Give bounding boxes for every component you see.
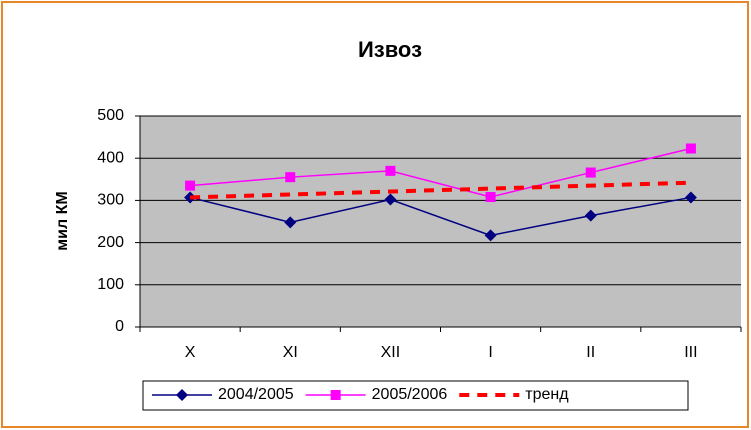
y-axis-label: мил КМ (54, 191, 71, 250)
data-point (285, 172, 296, 183)
y-tick-label: 200 (97, 234, 124, 251)
legend-box (142, 380, 689, 411)
data-point (485, 192, 496, 203)
legend-marker (330, 390, 341, 400)
y-tick-label: 300 (97, 192, 124, 209)
data-point (384, 193, 397, 206)
x-tick-label: III (684, 344, 697, 361)
y-tick-label: 0 (115, 318, 124, 335)
x-tick-label: I (488, 344, 492, 361)
x-tick-label: II (586, 344, 595, 361)
data-point (585, 167, 596, 178)
data-point (185, 180, 196, 191)
data-point (484, 229, 497, 242)
y-tick-label: 400 (97, 149, 124, 166)
series-line (190, 147, 692, 198)
legend-label: 2004/2005 (218, 386, 294, 403)
legend-label: 2005/2006 (372, 386, 448, 403)
y-tick-label: 100 (97, 276, 124, 293)
series-line (189, 196, 692, 237)
x-tick-label: XII (381, 344, 401, 361)
y-tick-label: 500 (97, 107, 124, 124)
data-point (385, 165, 396, 176)
data-point (685, 143, 696, 154)
x-tick-label: X (185, 344, 196, 361)
plot-area (140, 116, 741, 327)
data-point (284, 216, 297, 229)
series-line (190, 180, 691, 200)
chart-title: Извоз (358, 37, 422, 62)
data-point (584, 209, 597, 222)
legend-marker (176, 389, 188, 401)
x-tick-label: XI (283, 344, 298, 361)
data-point (684, 191, 697, 204)
legend-label: тренд (525, 386, 569, 403)
